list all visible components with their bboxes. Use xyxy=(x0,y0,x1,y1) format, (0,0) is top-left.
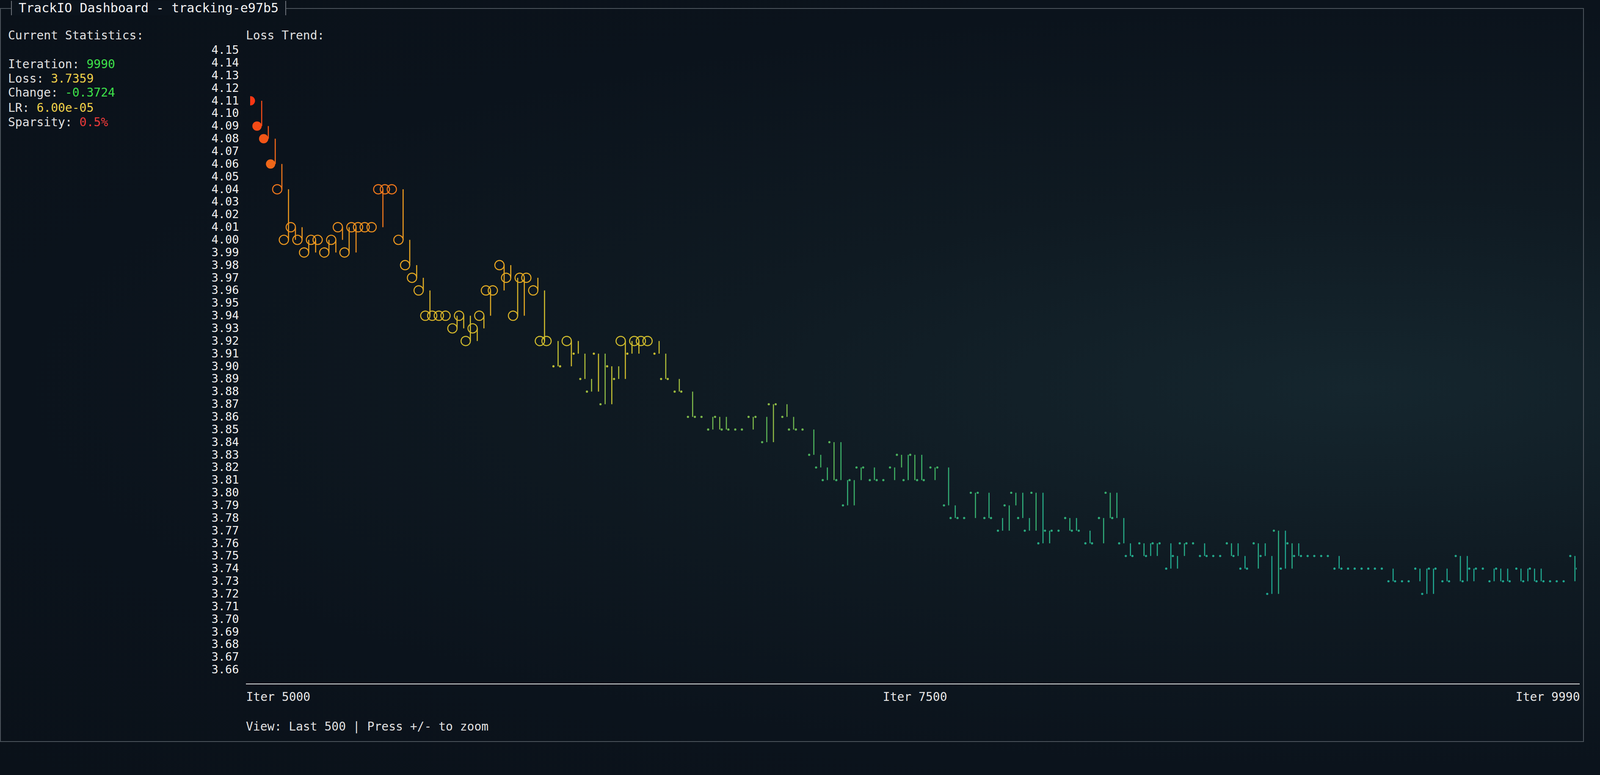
svg-text:3.92: 3.92 xyxy=(211,333,239,348)
svg-text:Iter 5000: Iter 5000 xyxy=(246,689,311,704)
svg-text:3.95: 3.95 xyxy=(211,295,239,309)
svg-text:3.91: 3.91 xyxy=(211,346,239,360)
svg-text:3.76: 3.76 xyxy=(211,536,239,550)
html-text:LR: 6.00e-05: LR: 6.00e-05 xyxy=(8,100,94,115)
svg-text:3.68: 3.68 xyxy=(211,637,239,651)
html-text:Loss Trend:: Loss Trend: xyxy=(245,28,325,43)
svg-text:3.86: 3.86 xyxy=(211,409,239,423)
html-text:Change: -0.3724: Change: -0.3724 xyxy=(8,85,116,100)
svg-text:3.98: 3.98 xyxy=(211,258,239,272)
svg-text:4.02: 4.02 xyxy=(211,207,239,221)
svg-text:3.67: 3.67 xyxy=(211,649,239,663)
svg-text:3.88: 3.88 xyxy=(211,384,239,398)
svg-text:4.13: 4.13 xyxy=(211,68,239,82)
html-text:Current Statistics:: Current Statistics: xyxy=(8,28,144,43)
svg-text:3.71: 3.71 xyxy=(211,599,239,613)
svg-text:3.83: 3.83 xyxy=(211,447,239,461)
svg-text:3.84: 3.84 xyxy=(211,435,239,449)
svg-text:3.66: 3.66 xyxy=(211,662,239,676)
svg-text:4.12: 4.12 xyxy=(211,81,239,95)
svg-text:3.87: 3.87 xyxy=(211,397,239,411)
svg-text:3.94: 3.94 xyxy=(211,308,239,322)
svg-text:3.73: 3.73 xyxy=(211,573,239,588)
svg-text:3.99: 3.99 xyxy=(211,245,239,259)
svg-text:3.93: 3.93 xyxy=(211,321,239,335)
svg-text:3.69: 3.69 xyxy=(211,624,239,638)
svg-text:3.72: 3.72 xyxy=(211,586,239,600)
svg-text:Iter 7500: Iter 7500 xyxy=(882,689,948,704)
html-text:View: Last 500 | Press +/- to: View: Last 500 | Press +/- to zoom xyxy=(245,719,489,734)
svg-text:4.05: 4.05 xyxy=(211,169,239,183)
svg-text:4.10: 4.10 xyxy=(211,106,239,120)
svg-text:3.81: 3.81 xyxy=(211,472,239,486)
svg-text:3.79: 3.79 xyxy=(211,498,239,512)
svg-text:3.78: 3.78 xyxy=(211,510,239,525)
svg-text:4.08: 4.08 xyxy=(211,131,239,145)
svg-text:4.09: 4.09 xyxy=(211,118,239,133)
html-text:Sparsity: 0.5%: Sparsity: 0.5% xyxy=(8,115,108,130)
svg-text:3.96: 3.96 xyxy=(211,283,239,297)
svg-text:3.82: 3.82 xyxy=(211,460,239,474)
svg-text:4.04: 4.04 xyxy=(211,182,239,196)
svg-text:3.75: 3.75 xyxy=(211,548,239,562)
svg-text:3.89: 3.89 xyxy=(211,371,239,385)
html-text:TrackIO Dashboard - tracking-e: TrackIO Dashboard - tracking-e97b5 xyxy=(18,0,279,16)
svg-text:3.77: 3.77 xyxy=(211,523,239,537)
svg-text:3.97: 3.97 xyxy=(211,270,239,285)
html-text:Loss: 3.7359: Loss: 3.7359 xyxy=(8,71,94,86)
svg-text:3.74: 3.74 xyxy=(211,561,239,575)
svg-text:4.03: 4.03 xyxy=(211,194,239,208)
svg-text:4.11: 4.11 xyxy=(211,93,239,108)
svg-text:4.07: 4.07 xyxy=(211,144,239,158)
svg-text:3.80: 3.80 xyxy=(211,485,239,499)
svg-text:4.14: 4.14 xyxy=(211,55,239,69)
svg-text:4.00: 4.00 xyxy=(211,232,239,246)
svg-text:3.70: 3.70 xyxy=(211,612,239,626)
svg-text:4.15: 4.15 xyxy=(211,43,239,57)
svg-text:4.01: 4.01 xyxy=(211,220,239,234)
html-text:Iteration: 9990: Iteration: 9990 xyxy=(8,57,116,72)
svg-text:3.90: 3.90 xyxy=(211,359,239,373)
svg-text:3.85: 3.85 xyxy=(211,422,239,436)
svg-text:4.06: 4.06 xyxy=(211,157,239,171)
svg-text:Iter 9990: Iter 9990 xyxy=(1515,689,1581,704)
